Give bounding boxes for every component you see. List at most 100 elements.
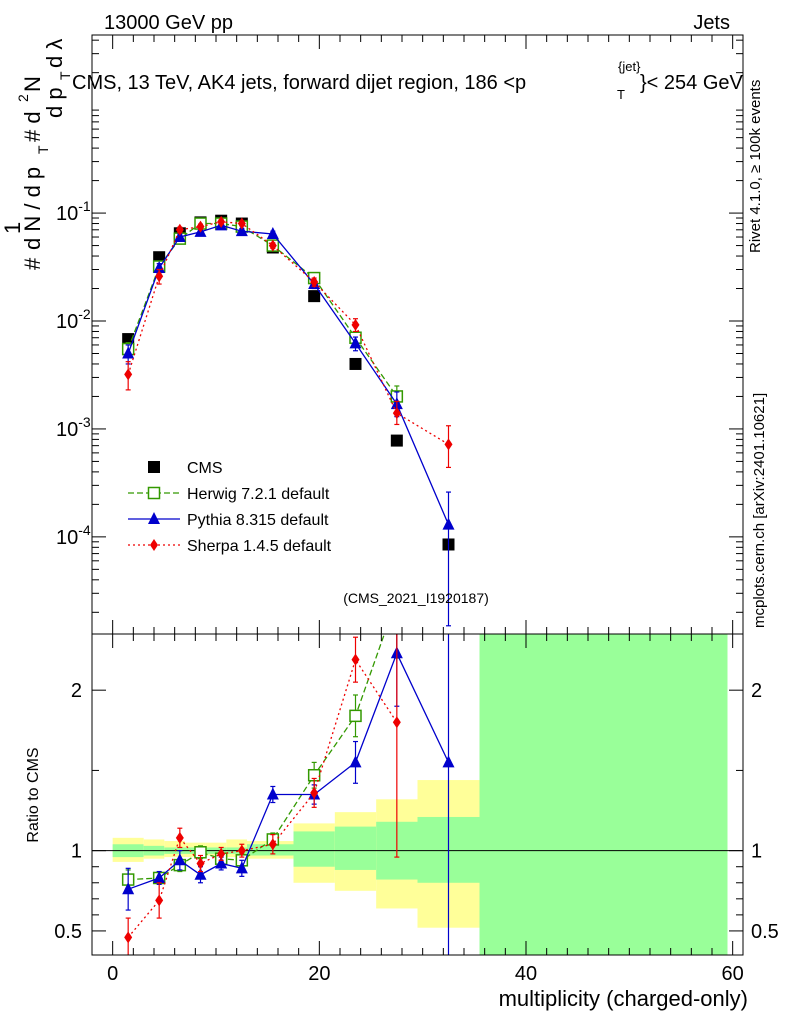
ratio-panel-frame: [91, 633, 744, 956]
line-herwig: [127, 222, 398, 397]
header-energy: 13000 GeV pp: [104, 12, 233, 34]
svg-text:N: N: [20, 76, 45, 92]
point-sherpa: [217, 215, 226, 228]
ratio-point-pythia: [153, 870, 166, 883]
legend-label-pythia: Pythia 8.315 default: [187, 512, 329, 529]
ratio-point-sherpa: [196, 857, 205, 870]
main-y-tick-label: 10-1: [56, 198, 91, 225]
point-pythia: [266, 226, 279, 239]
svg-text:T: T: [35, 145, 51, 154]
errorbar-pythia: [446, 491, 451, 627]
legend-label-sherpa: Sherpa 1.4.5 default: [187, 538, 332, 555]
point-sherpa: [310, 275, 319, 288]
point-cms: [153, 251, 166, 264]
ratio-point-sherpa: [124, 931, 133, 944]
point-sherpa: [392, 407, 401, 420]
ratio-point-herwig: [349, 709, 362, 723]
ratio-point-sherpa: [268, 838, 277, 851]
ratio-point-pythia: [215, 856, 228, 869]
chart-title-subscript: T: [617, 87, 625, 102]
legend-marker-pythia: [148, 512, 160, 524]
point-pythia: [173, 230, 186, 243]
point-cms: [122, 333, 135, 346]
main-y-axis-label: # d N / d p T # d 2 N 1 d p T d λ: [0, 39, 73, 270]
x-tick-label: 20: [308, 963, 330, 985]
ratio-y-tick-label-right: 2: [751, 680, 762, 702]
uncertainty-band-green: [479, 634, 728, 955]
point-sherpa: [237, 217, 246, 230]
chart-title: CMS, 13 TeV, AK4 jets, forward dijet reg…: [72, 59, 744, 102]
line-pythia: [127, 224, 450, 525]
ratio-y-tick-label-right: 1: [751, 841, 762, 863]
chart-title-main: CMS, 13 TeV, AK4 jets, forward dijet reg…: [72, 72, 526, 94]
point-sherpa: [175, 223, 184, 236]
svg-text:2: 2: [15, 94, 31, 102]
ratio-y-tick-label-right: 0.5: [751, 921, 779, 943]
uncertainty-band-green: [334, 826, 377, 870]
legend-marker-herwig: [147, 486, 161, 500]
legend: CMS Herwig 7.2.1 default Pythia 8.315 defa…: [128, 460, 332, 555]
legend-item-sherpa: Sherpa 1.4.5 default: [128, 538, 332, 555]
point-pythia: [349, 336, 362, 349]
uncertainty-band-green: [247, 844, 294, 856]
point-sherpa: [268, 239, 277, 252]
chart-title-superscript: {jet}: [618, 59, 641, 74]
point-sherpa: [196, 220, 205, 233]
series-sherpa: [124, 215, 453, 469]
ratio-series-pythia: [122, 634, 455, 955]
ratio-series-sherpa: [124, 634, 401, 955]
svg-text:1: 1: [0, 222, 25, 234]
analysis-watermark: (CMS_2021_I1920187): [343, 590, 489, 606]
ratio-point-sherpa: [217, 847, 226, 860]
series-herwig: [121, 217, 404, 408]
ratio-point-pythia: [235, 861, 248, 874]
ratio-point-pythia: [349, 755, 362, 768]
point-pythia: [153, 260, 166, 273]
line-sherpa: [127, 221, 449, 445]
x-axis-label: multiplicity (charged-only): [499, 986, 748, 1011]
svg-text:T: T: [57, 71, 73, 80]
ratio-point-pythia: [442, 755, 455, 768]
x-tick-label: 0: [107, 963, 118, 985]
header-category: Jets: [693, 12, 730, 34]
legend-item-pythia: Pythia 8.315 default: [128, 512, 329, 529]
main-y-tick-label: 10-4: [56, 522, 91, 549]
ratio-point-pythia: [122, 882, 135, 895]
ratio-y-tick-label: 2: [71, 680, 82, 702]
ratio-point-sherpa: [392, 716, 401, 729]
ratio-point-sherpa: [155, 894, 164, 907]
x-tick-label: 40: [515, 963, 537, 985]
svg-text:#: #: [20, 257, 45, 270]
point-cms: [308, 290, 321, 303]
svg-text:d λ: d λ: [42, 39, 67, 68]
ratio-point-sherpa: [175, 831, 184, 844]
x-tick-label: 60: [722, 963, 744, 985]
ratio-y-axis-label: Ratio to CMS: [25, 747, 42, 842]
chart-title-tail: }< 254 GeV: [640, 72, 744, 94]
svg-text:d N / d p: d N / d p: [20, 167, 45, 250]
ratio-point-pythia: [194, 867, 207, 880]
point-cms: [349, 357, 362, 370]
legend-item-herwig: Herwig 7.2.1 default: [128, 486, 330, 503]
point-sherpa: [444, 438, 453, 451]
legend-marker-cms: [148, 461, 160, 473]
mcplots-url-label: mcplots.cern.ch [arXiv:2401.10621]: [751, 393, 768, 628]
point-pythia: [122, 346, 135, 359]
ratio-point-sherpa: [237, 844, 246, 857]
ratio-point-sherpa: [351, 653, 360, 666]
ratio-errorbar-pythia: [447, 634, 450, 955]
legend-marker-sherpa: [150, 539, 158, 551]
point-sherpa: [351, 318, 360, 331]
point-cms: [390, 434, 403, 447]
legend-label-herwig: Herwig 7.2.1 default: [187, 486, 330, 503]
ratio-point-sherpa: [310, 786, 319, 799]
point-sherpa: [155, 270, 164, 283]
svg-text:# d: # d: [20, 111, 45, 142]
ratio-y-tick-label: 1: [71, 841, 82, 863]
point-sherpa: [124, 368, 133, 381]
svg-text:d p: d p: [42, 87, 67, 118]
legend-item-cms: CMS: [148, 460, 223, 477]
rivet-version-label: Rivet 4.1.0, ≥ 100k events: [747, 80, 764, 253]
main-y-tick-label: 10-3: [56, 414, 91, 441]
